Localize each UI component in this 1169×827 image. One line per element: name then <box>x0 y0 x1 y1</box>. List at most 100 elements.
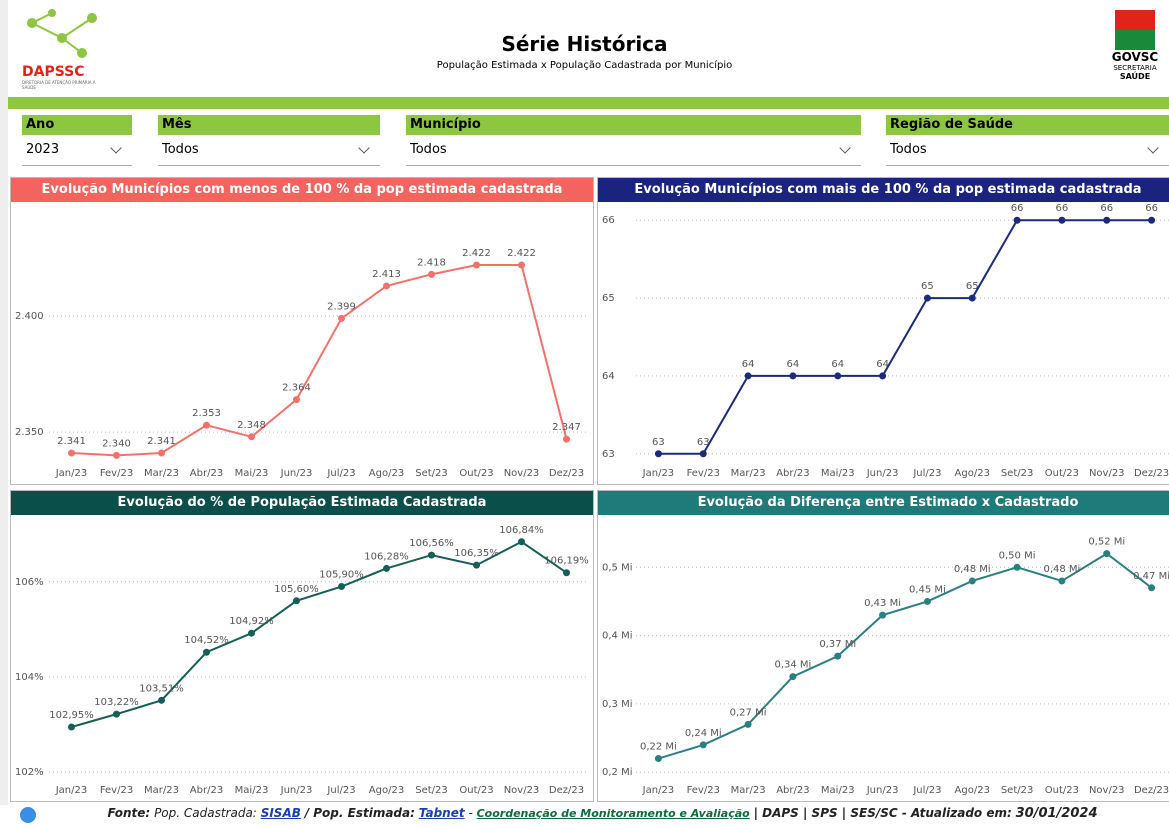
y-tick-label: 2.350 <box>15 427 44 438</box>
point <box>834 652 842 660</box>
x-tick-label: Set/23 <box>1001 468 1034 479</box>
point <box>518 261 525 269</box>
data-label: 106,35% <box>454 548 499 559</box>
x-tick-label: Out/23 <box>1045 468 1079 479</box>
chart-panel: Evolução da Diferença entre Estimado x C… <box>597 490 1169 802</box>
x-tick-label: Dez/23 <box>1134 785 1169 796</box>
line <box>71 264 568 457</box>
data-label: 103,51% <box>139 683 184 694</box>
point <box>428 551 435 559</box>
data-label: 2.348 <box>237 420 266 431</box>
filter: Município Todos <box>406 115 861 173</box>
logo-caption: SECRETARIA <box>1113 64 1157 72</box>
point <box>879 372 887 380</box>
data-label: 64 <box>876 359 889 370</box>
point <box>834 372 842 380</box>
data-label: 102,95% <box>49 710 94 721</box>
x-tick-label: Set/23 <box>415 468 448 479</box>
footer: Fonte: Pop. Cadastrada: SISAB / Pop. Est… <box>40 806 1165 821</box>
data-label: 106,28% <box>364 551 409 562</box>
y-tick-label: 2.400 <box>15 311 44 322</box>
filter-dropdown[interactable]: Todos <box>886 135 1169 166</box>
logo-right: GOVSC SECRETARIA SAÚDE <box>1105 10 1165 81</box>
chart: 63 64 65 66 Jan/23 Fev/23 Mar/23 Abr/23 Mai/23 Ju… <box>602 203 1169 479</box>
data-label: 2.364 <box>282 383 311 394</box>
x-tick-label: Nov/23 <box>1089 468 1125 479</box>
point <box>654 755 662 763</box>
point <box>1148 216 1156 224</box>
y-tick-label: 0,2 Mi <box>602 767 633 778</box>
point <box>879 611 887 619</box>
x-tick-label: Abr/23 <box>190 468 223 479</box>
x-tick-label: Ago/23 <box>369 468 404 479</box>
x-tick-label: Jun/23 <box>280 785 313 796</box>
data-label: 106,19% <box>544 556 589 567</box>
x-tick-label: Jul/23 <box>326 785 355 796</box>
y-tick-label: 0,3 Mi <box>602 699 633 710</box>
x-tick-label: Fev/23 <box>100 468 133 479</box>
data-label: 0,43 Mi <box>864 598 901 609</box>
back-button[interactable] <box>20 807 36 823</box>
data-label: 105,90% <box>319 570 364 581</box>
x-tick-label: Jan/23 <box>55 468 88 479</box>
point <box>158 696 165 704</box>
data-label: 63 <box>697 437 710 448</box>
link[interactable]: Coordenação de Monitoramento e Avaliação <box>476 807 750 820</box>
data-label: 0,47 Mi <box>1133 571 1169 582</box>
point <box>923 294 931 302</box>
y-tick-label: 106% <box>15 577 44 588</box>
link[interactable]: Tabnet <box>418 806 465 820</box>
page-title: Série Histórica <box>501 32 668 56</box>
x-tick-label: Out/23 <box>459 785 493 796</box>
point <box>1148 584 1156 592</box>
y-tick-label: 104% <box>15 672 44 683</box>
x-tick-label: Jul/23 <box>326 468 355 479</box>
footer-text: / Pop. Estimada: <box>304 806 415 820</box>
point <box>68 723 75 731</box>
point <box>1103 216 1111 224</box>
filter-label: Região de Saúde <box>886 115 1169 135</box>
data-label: 0,24 Mi <box>685 728 722 739</box>
data-label: 2.399 <box>327 301 356 312</box>
x-tick-label: Mai/23 <box>235 785 269 796</box>
point <box>473 561 480 569</box>
point <box>1058 216 1066 224</box>
point <box>203 421 210 429</box>
data-label: 64 <box>787 359 800 370</box>
y-tick-label: 0,4 Mi <box>602 631 633 642</box>
data-label: 64 <box>742 359 755 370</box>
data-label: 2.413 <box>372 269 401 280</box>
point <box>383 564 390 572</box>
footer-date: 30/01/2024 <box>1015 806 1098 821</box>
point <box>68 449 75 457</box>
logo-caption: SAÚDE <box>1119 72 1151 81</box>
x-tick-label: Ago/23 <box>955 785 990 796</box>
data-label: 106,84% <box>499 525 544 536</box>
point <box>563 569 570 577</box>
link[interactable]: SISAB <box>260 806 301 820</box>
data-label: 0,48 Mi <box>954 564 991 575</box>
filter-dropdown[interactable]: 2023 <box>22 135 132 166</box>
filter-dropdown[interactable]: Todos <box>406 135 861 166</box>
point <box>293 597 300 605</box>
data-label: 2.422 <box>462 248 491 259</box>
point <box>699 741 707 749</box>
chart: 0,2 Mi 0,3 Mi 0,4 Mi 0,5 Mi Jan/23 Fev/23 Mar/… <box>602 537 1169 796</box>
data-label: 2.347 <box>552 422 581 433</box>
x-tick-label: Ago/23 <box>955 468 990 479</box>
side-strip <box>0 0 8 805</box>
y-tick-label: 102% <box>15 767 44 778</box>
point <box>1103 550 1111 558</box>
point <box>248 629 255 637</box>
chart-panel: Evolução Municípios com mais de 100 % da… <box>597 177 1169 485</box>
page-subtitle: População Estimada x População Cadastrad… <box>436 60 733 71</box>
data-label: 0,27 Mi <box>730 707 767 718</box>
point <box>248 433 255 441</box>
x-tick-label: Dez/23 <box>549 468 584 479</box>
filter-dropdown[interactable]: Todos <box>158 135 380 166</box>
data-label: 2.353 <box>192 408 221 419</box>
point <box>113 710 120 718</box>
x-tick-label: Nov/23 <box>504 468 540 479</box>
logo-left: DAPSSC DIRETORIA DE ATENÇÃO PRIMÁRIA À S… <box>22 8 102 93</box>
